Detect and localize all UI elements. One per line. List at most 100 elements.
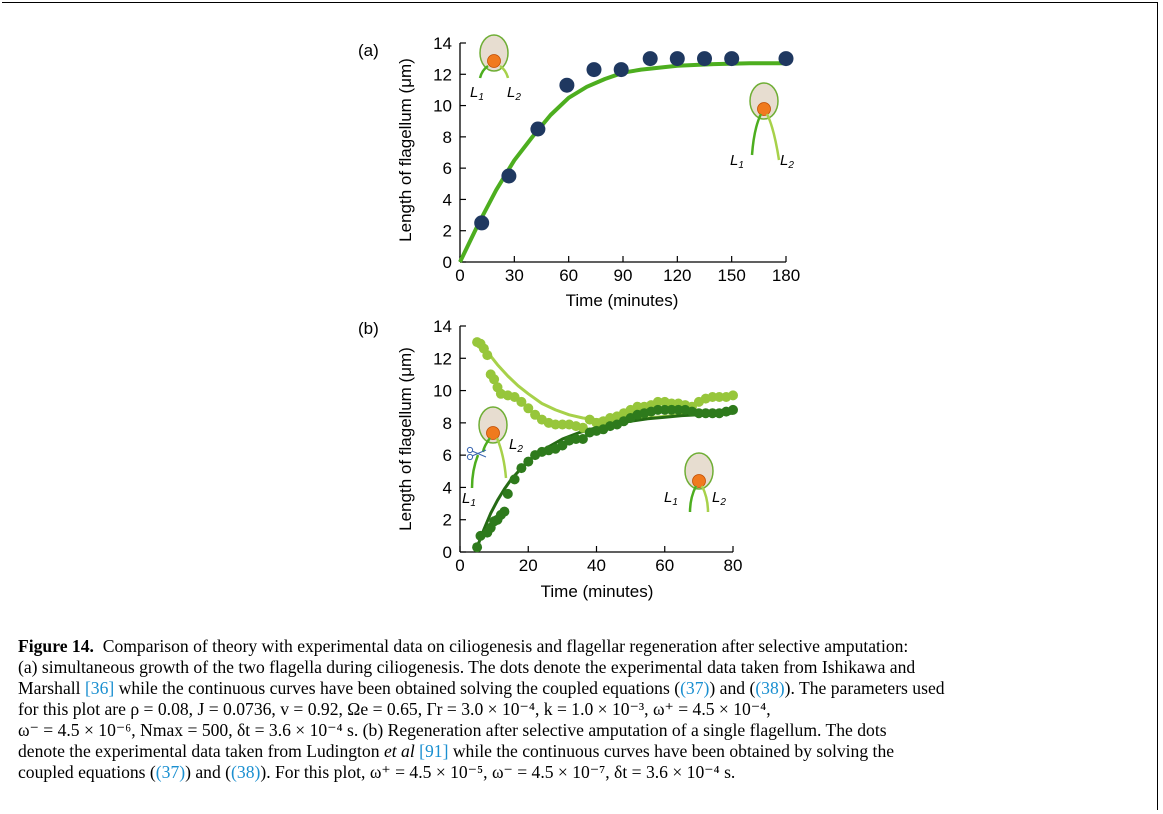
data-point [577,434,588,444]
caption-line: . For this plot, ω⁺ = 4.5 × 10⁻⁵, ω⁻ = 4… [266,762,736,782]
citation-link[interactable]: [91] [419,741,449,761]
equation-link[interactable]: (37) [155,762,186,782]
data-point [642,51,658,67]
nucleus-icon [692,474,706,488]
annotation-l1: L1 [730,152,744,171]
y-axis-label-b: Length of flagellum (μm) [396,347,415,531]
data-point [482,350,493,361]
flagellum-icon [495,437,508,479]
caption-line: while the continuous curves have been ob… [452,741,895,761]
data-point [613,62,629,78]
nucleus-icon [757,102,771,116]
y-tick-label: 2 [443,511,452,530]
flagellum-icon [478,64,489,79]
caption-line: denote the experimental data taken from … [18,741,380,761]
annotation-l2: L2 [712,489,726,508]
annotation-l2: L2 [780,152,794,171]
y-tick-label: 12 [433,349,452,368]
flagellum-icon [765,113,781,161]
y-tick-label: 0 [443,543,452,562]
figure: (a) Length of flagellum (μm) Time (minut… [358,34,800,601]
cell-body-icon [479,34,509,72]
nucleus-icon [486,426,500,440]
x-tick-label: 60 [559,266,578,285]
equation-link[interactable]: (38) [231,762,261,782]
caption-line: for this plot are ρ = 0.08, J = 0.0736, … [18,699,771,719]
flagellum-icon [700,485,710,513]
x-axis-label-a: Time (minutes) [566,291,679,310]
axes-a: 0 30 60 90 120 150 180 0 2 4 6 8 10 12 14 [433,34,800,285]
flagellum-icon [750,113,763,156]
caption-line: et al [383,741,415,761]
y-tick-label: 8 [443,128,452,147]
equation-link[interactable]: (38) [755,678,785,698]
y-tick-label: 14 [433,317,452,336]
data-point [509,474,520,485]
y-axis-label-a: Length of flagellum (μm) [396,58,415,242]
y-tick-label: 4 [443,478,452,497]
x-tick-label: 20 [519,556,538,575]
data-points-a [474,51,794,231]
citation-link[interactable]: [36] [84,678,115,698]
caption-line: and [719,678,746,698]
y-tick-label: 12 [433,65,452,84]
x-tick-label: 180 [772,266,800,285]
data-point [550,419,561,430]
cell-illustration-b1: L2 L1 [462,406,523,509]
theory-curves-b [475,341,734,548]
y-tick-label: 2 [443,222,452,241]
data-point [714,392,725,402]
caption-line: while the continuous curves have been ob… [118,678,670,698]
cell-body-icon [749,82,779,120]
data-point [669,51,685,67]
y-tick-label: 0 [443,253,452,272]
cell-illustration-a1: L1 L2 [470,34,521,103]
data-point [530,121,546,137]
data-point [489,374,500,385]
scissors-icon [466,446,487,461]
figure-caption: Figure 14. Comparison of theory with exp… [18,636,1143,783]
cell-body-icon [478,406,508,444]
cell-illustration-b2: L1 L2 [664,452,726,513]
data-point [516,396,527,407]
data-point [728,390,738,401]
x-axis-label-b: Time (minutes) [541,582,654,601]
data-point [728,404,738,415]
cell-illustration-a2: L1 L2 [730,82,794,171]
x-tick-label: 60 [655,556,674,575]
equation-link[interactable]: (37) [680,678,710,698]
caption-line: (a) simultaneous growth of the two flage… [18,657,916,677]
data-point [523,456,534,467]
nucleus-icon [487,54,501,68]
data-point [501,168,517,184]
data-point [571,434,581,444]
caption-label: Figure 14. [18,636,94,656]
y-tick-label: 6 [443,446,452,465]
caption-line: Marshall [18,678,81,698]
x-tick-label: 40 [587,556,606,575]
caption-line: and [195,762,221,782]
panel-label-b: (b) [358,319,379,338]
data-point [499,506,510,517]
y-tick-label: 6 [443,159,452,178]
caption-line: coupled equations [18,762,146,782]
y-tick-label: 10 [433,97,452,116]
annotation-l2: L2 [507,84,521,103]
caption-line: Comparison of theory with experimental d… [102,636,909,656]
data-point [697,51,712,67]
x-tick-label: 30 [505,266,524,285]
flagellum-icon [470,454,480,489]
data-point [523,403,534,414]
data-point [778,51,794,67]
flagellum-icon [499,64,510,79]
y-tick-label: 14 [433,34,452,53]
caption-line: . The parameters used [790,678,945,698]
x-tick-label: 80 [724,556,743,575]
y-tick-label: 10 [433,382,452,401]
chart-panel-b: (b) Length of flagellum (μm) Time (minut… [358,317,742,601]
data-point [472,542,483,553]
data-point [474,215,490,231]
x-tick-label: 150 [717,266,745,285]
axes-b: 0 20 40 60 80 0 2 4 6 8 10 12 14 [433,317,742,575]
